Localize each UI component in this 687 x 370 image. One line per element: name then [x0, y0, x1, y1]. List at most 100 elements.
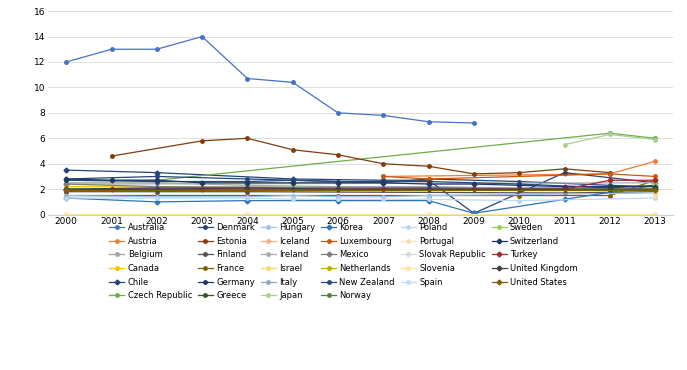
Line: Turkey: Turkey	[65, 178, 657, 192]
Germany	[153, 186, 161, 190]
Estonia	[107, 154, 115, 158]
Turkey	[62, 188, 70, 193]
New Zealand	[289, 178, 297, 182]
Luxembourg	[425, 177, 433, 181]
Belgium	[62, 181, 70, 185]
Switzerland	[379, 181, 387, 185]
Switzerland	[153, 178, 161, 182]
Denmark	[606, 183, 614, 188]
Austria	[651, 159, 660, 164]
Estonia	[379, 161, 387, 166]
Japan	[561, 142, 569, 147]
France	[153, 193, 161, 198]
Czech Republic	[62, 178, 70, 182]
Line: Slovenia: Slovenia	[65, 212, 657, 216]
United Kingdom	[62, 187, 70, 191]
Turkey	[561, 187, 569, 191]
Australia	[425, 120, 433, 124]
Korea	[470, 211, 478, 216]
Switzerland	[561, 184, 569, 189]
Turkey	[470, 187, 478, 191]
France	[606, 193, 614, 198]
United Kingdom	[153, 187, 161, 191]
Line: Poland: Poland	[65, 196, 657, 202]
Korea	[334, 198, 342, 203]
Korea	[153, 200, 161, 204]
France	[243, 193, 251, 198]
Australia	[153, 47, 161, 51]
Slovenia	[62, 212, 70, 216]
Turkey	[243, 187, 251, 191]
Australia	[379, 113, 387, 118]
Denmark	[515, 179, 523, 184]
Line: Chile: Chile	[65, 168, 657, 215]
Slovenia	[651, 212, 660, 216]
Switzerland	[651, 184, 660, 189]
United Kingdom	[651, 187, 660, 191]
Belgium	[334, 184, 342, 189]
Australia	[243, 76, 251, 81]
Denmark	[334, 179, 342, 184]
Line: Germany: Germany	[65, 186, 657, 192]
Finland	[153, 189, 161, 194]
Chile	[470, 211, 478, 216]
Chile	[62, 168, 70, 172]
Estonia	[561, 166, 569, 171]
Estonia	[425, 164, 433, 168]
Turkey	[379, 187, 387, 191]
Chile	[379, 178, 387, 182]
Germany	[62, 187, 70, 191]
Hungary	[379, 195, 387, 199]
Hungary	[243, 195, 251, 199]
Line: Czech Republic: Czech Republic	[65, 131, 657, 182]
New Zealand	[153, 179, 161, 184]
Luxembourg	[651, 174, 660, 179]
Poland	[379, 197, 387, 202]
Australia	[107, 47, 115, 51]
Hungary	[425, 193, 433, 198]
Chile	[425, 178, 433, 182]
Turkey	[289, 187, 297, 191]
Line: Estonia: Estonia	[110, 137, 611, 176]
Turkey	[153, 187, 161, 191]
New Zealand	[425, 179, 433, 184]
Germany	[651, 188, 660, 193]
Finland	[561, 191, 569, 195]
Germany	[515, 187, 523, 191]
Switzerland	[470, 182, 478, 186]
Belgium	[153, 181, 161, 185]
Czech Republic	[153, 178, 161, 182]
Switzerland	[62, 177, 70, 181]
Belgium	[425, 184, 433, 189]
Legend: Australia, Austria, Belgium, Canada, Chile, Czech Republic, Denmark, Estonia, Fi: Australia, Austria, Belgium, Canada, Chi…	[109, 223, 578, 300]
Estonia	[289, 148, 297, 152]
New Zealand	[334, 179, 342, 184]
Turkey	[606, 178, 614, 182]
Korea	[425, 198, 433, 203]
Hungary	[334, 195, 342, 199]
Germany	[243, 186, 251, 190]
Switzerland	[334, 181, 342, 185]
Hungary	[62, 193, 70, 198]
Denmark	[243, 177, 251, 181]
United Kingdom	[243, 186, 251, 190]
New Zealand	[62, 178, 70, 182]
Australia	[470, 121, 478, 125]
Finland	[651, 189, 660, 194]
Australia	[62, 60, 70, 64]
Denmark	[153, 174, 161, 179]
Switzerland	[606, 184, 614, 189]
Luxembourg	[379, 174, 387, 179]
Korea	[561, 197, 569, 202]
Mexico	[62, 182, 70, 186]
Denmark	[62, 177, 70, 181]
Turkey	[198, 187, 206, 191]
Line: Hungary: Hungary	[65, 191, 657, 199]
France	[62, 193, 70, 198]
Line: Mexico: Mexico	[65, 182, 657, 191]
Denmark	[425, 177, 433, 181]
New Zealand	[651, 183, 660, 188]
Line: France: France	[65, 178, 657, 197]
Czech Republic	[651, 136, 660, 141]
Luxembourg	[606, 172, 614, 176]
